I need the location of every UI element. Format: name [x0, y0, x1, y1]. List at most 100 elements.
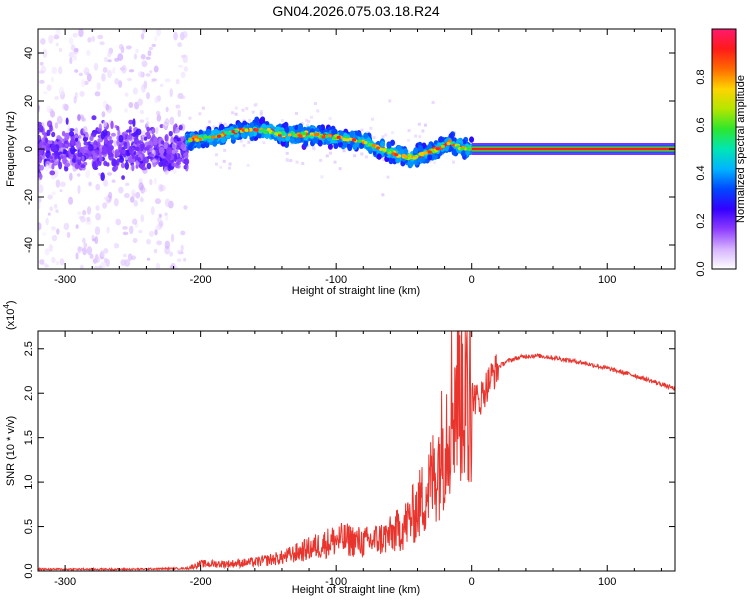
spectrogram-cell: [180, 244, 184, 252]
chart-title: GN04.2026.075.03.18.R24: [272, 3, 440, 19]
spectrogram-cell: [97, 137, 104, 143]
spectrogram-peak: [321, 135, 326, 139]
spectrogram-cell: [69, 57, 73, 64]
spectrogram-peak: [376, 146, 381, 150]
spectrogram-y-tick-label: 20: [23, 95, 35, 107]
spectrogram-cell: [101, 111, 106, 118]
spectrogram-cell: [201, 106, 205, 110]
spectrogram-cell: [158, 213, 162, 218]
spectrogram-cell: [93, 265, 99, 269]
spectrogram-cell: [316, 109, 320, 113]
spectrogram-cell: [131, 193, 137, 198]
spectrogram-cell: [124, 92, 129, 97]
spectrogram-cell: [181, 30, 188, 39]
spectrogram-cell: [124, 108, 128, 113]
spectrogram-cell: [338, 167, 342, 171]
spectrogram-cell: [74, 69, 79, 73]
svg-text:(x104): (x104): [2, 300, 17, 330]
spectrogram-cell: [44, 163, 50, 172]
spectrogram-cell: [58, 161, 63, 170]
spectrogram-cell: [164, 198, 171, 207]
spectrogram-cell: [406, 150, 410, 154]
spectrogram-cell: [333, 160, 337, 164]
spectrogram-cell: [427, 154, 433, 161]
spectrogram-cell: [38, 202, 41, 210]
spectrogram-cell: [313, 102, 317, 106]
spectrogram-y-tick-label: -40: [23, 237, 35, 253]
spectrogram-cell: [44, 248, 50, 256]
spectrogram-cell: [407, 138, 411, 142]
spectrogram-cell: [69, 146, 76, 155]
snr-x-axis-label: Height of straight line (km): [292, 584, 420, 596]
spectrogram-cell: [165, 106, 169, 113]
spectrogram-cell: [106, 172, 113, 176]
spectrogram-cell: [176, 161, 181, 165]
spectrogram-y-ticks: -40 -20 0 20 40: [23, 47, 675, 253]
spectrogram-cell: [121, 149, 126, 154]
spectrogram-cell: [183, 158, 190, 165]
spectrogram-cell: [96, 128, 102, 132]
spectrogram-cell: [356, 131, 362, 138]
spectrogram-cell: [39, 79, 45, 84]
spectrogram-peak: [467, 147, 472, 151]
spectrogram-cell: [73, 47, 79, 53]
spectrogram-cell: [48, 155, 53, 160]
spectrogram-cell: [155, 127, 159, 134]
spectrogram-cell: [64, 166, 69, 172]
spectrogram-cell: [90, 141, 95, 145]
spectrogram-cell: [49, 124, 53, 132]
spectrogram-peak: [385, 148, 390, 153]
spectrogram-cell: [371, 117, 375, 121]
snr-panel: -300 -200 -100 0 100 0.0 0.5 1.0 1.5 2.0 2.5 Heig…: [2, 300, 676, 596]
spectrogram-cell: [72, 158, 76, 163]
spectrogram-cell: [306, 144, 310, 148]
spectrogram-peak: [293, 133, 298, 138]
spectrogram-cell: [417, 122, 421, 126]
spectrogram-cell: [300, 121, 304, 125]
spectrogram-cell: [381, 193, 385, 197]
spectrogram-cell: [169, 265, 176, 269]
spectrogram-cell: [63, 222, 70, 231]
spectrogram-cell: [382, 158, 386, 162]
spectrogram-cell: [215, 162, 219, 166]
spectrogram-cell: [320, 175, 324, 179]
spectrogram-cell: [176, 249, 182, 254]
spectrogram-cell: [219, 122, 223, 126]
spectrogram-cell: [247, 140, 251, 144]
spectrogram-cell: [175, 78, 180, 85]
spectrogram-cell: [339, 130, 345, 137]
snr-frame: [37, 330, 676, 572]
spectrogram-cell: [294, 111, 298, 115]
spectrogram-cell: [407, 129, 411, 133]
spectrogram-peak: [244, 128, 249, 132]
spectrogram-cell: [59, 189, 63, 193]
spectrogram-cell: [228, 166, 232, 170]
spectrogram-cell: [56, 228, 60, 235]
spectrogram-cell: [264, 132, 270, 139]
spectrogram-cell: [85, 133, 89, 138]
snr-y-tick-label: 0.0: [23, 563, 35, 578]
spectrogram-cell: [74, 127, 79, 136]
spectrogram-cell: [137, 70, 144, 78]
spectrogram-cell: [123, 192, 130, 199]
spectrogram-cell: [48, 244, 54, 252]
spectrogram-cell: [180, 136, 185, 142]
spectrogram-peak: [440, 144, 445, 148]
spectrogram-cell: [75, 224, 79, 229]
spectrogram-cell: [329, 151, 333, 155]
spectrogram-cell: [99, 41, 105, 46]
spectrogram-cell: [132, 218, 138, 225]
spectrogram-cell: [58, 66, 63, 75]
spectrogram-cell: [337, 141, 343, 148]
spectrogram-cell: [154, 35, 158, 42]
spectrogram-cell: [82, 125, 88, 135]
spectrogram-cell: [237, 121, 243, 129]
spectrogram-cell: [95, 205, 100, 211]
spectrogram-cell: [59, 181, 66, 187]
spectrogram-peak: [403, 155, 408, 159]
spectrogram-cell: [212, 140, 218, 147]
spectrogram-peak: [412, 156, 417, 160]
spectrogram-cell: [154, 198, 161, 205]
spectrogram-cell: [421, 129, 425, 133]
spectrogram-cell: [171, 233, 175, 243]
